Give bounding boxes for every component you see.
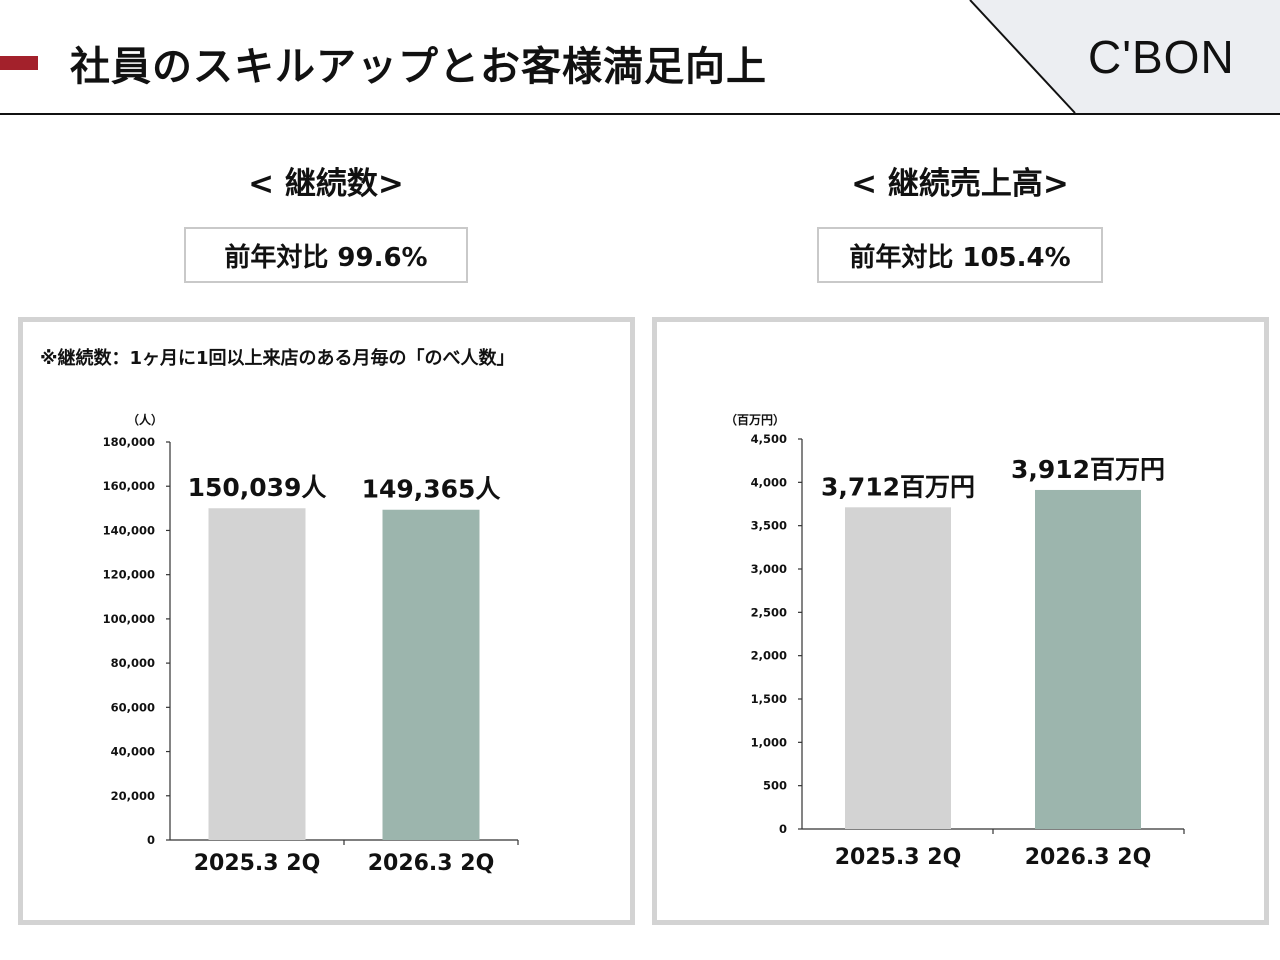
brand-logo: C'BON: [1088, 31, 1235, 83]
chart-sales-unit-label: （百万円）: [725, 412, 785, 427]
left-section-title: < 継続数>: [248, 166, 404, 202]
chart-sales-y-tick-label: 4,500: [751, 432, 787, 446]
brand-corner-shape: [969, 0, 1280, 114]
chart-customers-y-tick-label: 20,000: [111, 789, 155, 803]
right-section-title: < 継続売上高>: [851, 166, 1069, 202]
right-chart-panel: [652, 317, 1269, 925]
chart-customers-bar: [382, 509, 480, 840]
chart-sales-y-tick-label: 0: [779, 822, 787, 836]
chart-sales-y-tick-label: 3,500: [751, 519, 787, 533]
chart-customers-bar: [208, 508, 306, 840]
chart-customers-y-tick-label: 80,000: [111, 656, 155, 670]
chart-customers-category-label: 2026.3 2Q: [368, 851, 495, 876]
chart-sales-bar: [845, 507, 951, 829]
chart-sales-y-tick-label: 2,000: [751, 649, 787, 663]
chart-sales-y-tick-label: 500: [763, 779, 787, 793]
chart-sales-bar: [1035, 489, 1141, 829]
chart-customers-y-tick-label: 160,000: [103, 479, 155, 493]
title-accent-bar: [0, 56, 38, 70]
chart-customers-y-tick-label: 40,000: [111, 745, 155, 759]
chart-customers-data-label: 150,039人: [188, 473, 327, 502]
chart-customers-y-tick-label: 140,000: [103, 523, 155, 537]
chart-customers-category-label: 2025.3 2Q: [194, 851, 321, 876]
chart-sales-y-tick-label: 1,500: [751, 692, 787, 706]
right-yoy-box: 前年対比 105.4%: [817, 227, 1103, 283]
chart-sales-y-tick-label: 3,000: [751, 562, 787, 576]
chart-customers-y-tick-label: 0: [147, 833, 155, 847]
header-divider: [0, 113, 1280, 115]
left-chart-panel: [18, 317, 635, 925]
chart-customers-y-tick-label: 100,000: [103, 612, 155, 626]
chart-customers-y-tick-label: 120,000: [103, 568, 155, 582]
chart-sales-data-label: 3,712百万円: [821, 472, 975, 501]
chart-customers-y-tick-label: 180,000: [103, 435, 155, 449]
left-yoy-box: 前年対比 99.6%: [184, 227, 468, 283]
chart-customers-y-tick-label: 60,000: [111, 700, 155, 714]
chart-customers-unit-label: （人）: [127, 412, 163, 427]
page-title: 社員のスキルアップとお客様満足向上: [70, 44, 767, 90]
chart-sales-category-label: 2026.3 2Q: [1025, 845, 1152, 870]
chart-sales-y-tick-label: 4,000: [751, 475, 787, 489]
chart-customers-data-label: 149,365人: [362, 475, 501, 504]
chart-sales-y-tick-label: 1,000: [751, 735, 787, 749]
chart-sales-category-label: 2025.3 2Q: [835, 845, 962, 870]
continuation-note: ※継続数：1ヶ月に1回以上来店のある月毎の「のべ人数」: [40, 348, 515, 369]
chart-sales-y-tick-label: 2,500: [751, 605, 787, 619]
chart-sales-data-label: 3,912百万円: [1011, 455, 1165, 484]
